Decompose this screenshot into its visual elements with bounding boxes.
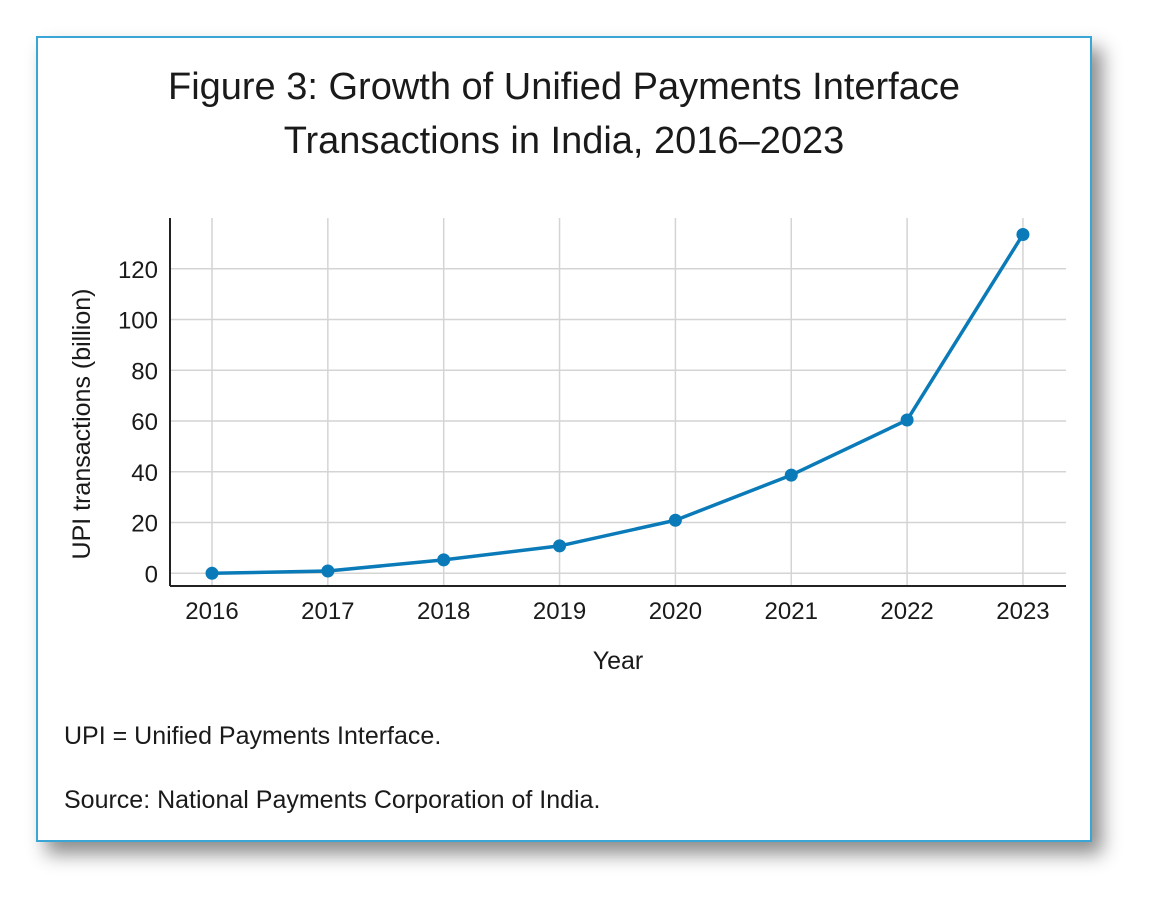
figure-card: Figure 3: Growth of Unified Payments Int… [36,36,1092,842]
data-point [668,513,682,527]
x-axis-label: Year [593,647,644,675]
x-tick-label: 2023 [996,598,1049,625]
series-line [211,233,1025,576]
data-point [205,566,219,580]
data-point [1016,227,1030,241]
y-tick-label: 60 [131,409,158,436]
source-note: Source: National Payments Corporation of… [64,786,601,814]
x-tick-label: 2019 [533,598,586,625]
x-tick-labels: 2016 2017 2018 2019 2020 2021 2022 2023 [185,598,1049,625]
x-tick-label: 2017 [301,598,354,625]
x-tick-label: 2021 [765,598,818,625]
y-tick-label: 0 [145,561,158,588]
y-tick-label: 120 [118,257,158,284]
chart-title: Figure 3: Growth of Unified Payments Int… [38,60,1090,168]
y-tick-labels: 0 20 40 60 80 100 120 [118,257,158,589]
x-tick-label: 2020 [649,598,702,625]
y-axis-label: UPI transactions (billion) [68,289,96,560]
y-tick-label: 20 [131,511,158,538]
grid [170,218,1066,586]
chart-title-line-2: Transactions in India, 2016–2023 [283,120,845,162]
data-point [784,468,798,482]
x-tick-label: 2018 [417,598,470,625]
line-chart: 0 20 40 60 80 100 120 2016 2017 2018 2019 2020 2021… [68,218,1066,675]
y-tick-label: 100 [118,308,158,335]
series-layer [205,227,1030,580]
data-point [321,564,335,578]
chart-title-line-1: Figure 3: Growth of Unified Payments Int… [167,66,961,108]
y-tick-label: 40 [131,460,158,487]
abbreviation-note: UPI = Unified Payments Interface. [64,722,442,750]
axes [169,218,1066,587]
y-tick-label: 80 [131,358,158,385]
data-point [900,413,914,427]
x-tick-label: 2022 [880,598,933,625]
data-point [553,539,567,553]
data-point [437,553,451,567]
x-tick-label: 2016 [185,598,238,625]
